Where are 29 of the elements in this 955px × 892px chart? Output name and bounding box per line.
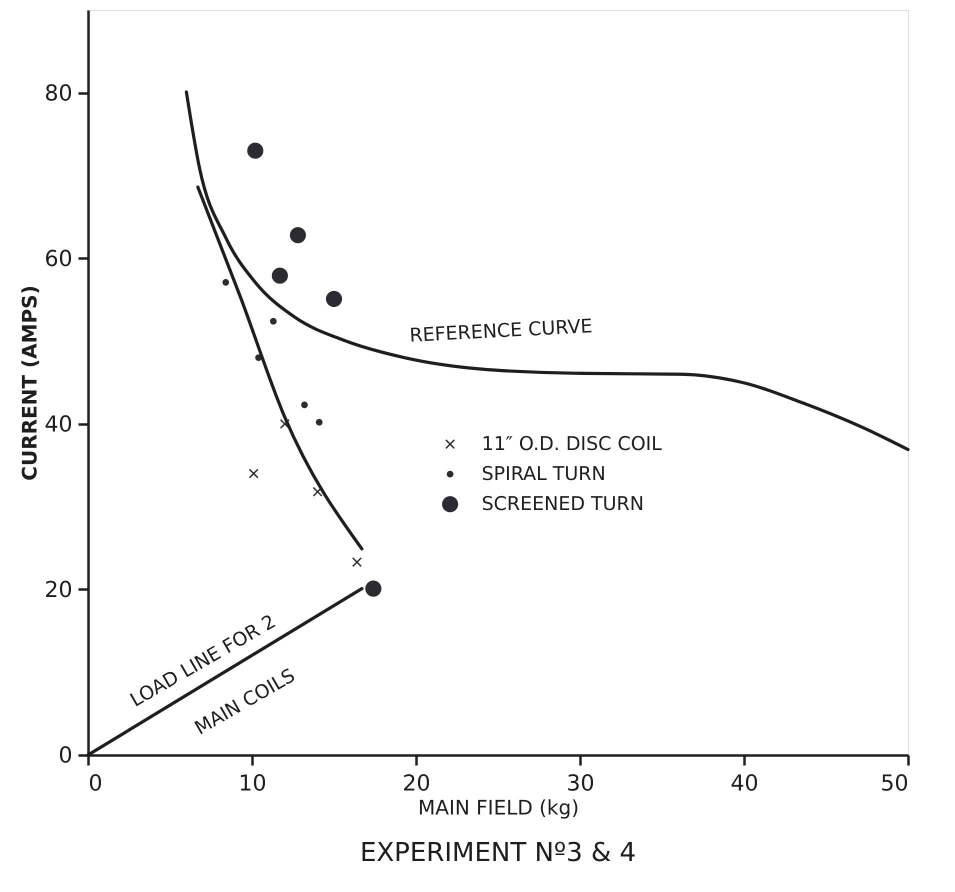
y-tick-label: 20 — [44, 578, 72, 603]
y-tick-label: 80 — [44, 81, 72, 106]
point — [270, 318, 277, 325]
point — [272, 268, 288, 284]
y-tick-label: 0 — [58, 744, 72, 768]
x-tick-label: 10 — [238, 772, 266, 796]
legend-label: SPIRAL TURN — [482, 463, 606, 486]
x-tick-label: 40 — [730, 772, 758, 796]
point — [248, 468, 258, 478]
x-tick-label: 30 — [566, 772, 594, 796]
text: EXPERIMENT Nº3 & 4 — [360, 838, 636, 868]
point — [316, 418, 323, 426]
point — [326, 290, 342, 307]
point — [365, 580, 382, 597]
y-axis-title: CURRENT (AMPS) — [18, 285, 42, 481]
point — [290, 227, 306, 244]
x-tick-label: 0 — [88, 772, 102, 796]
x-tick-label: 20 — [402, 772, 430, 796]
point — [247, 142, 264, 159]
legend-label: 11″ O.D. DISC COIL — [482, 433, 662, 456]
point — [222, 278, 230, 286]
y-tick-label: 40 — [44, 412, 72, 438]
y-tick-label: 60 — [44, 246, 72, 272]
x-tick-label: 50 — [880, 772, 908, 796]
x-axis-title: MAIN FIELD (kg) — [418, 796, 579, 820]
point — [301, 402, 308, 408]
legend-label: SCREENED TURN — [482, 493, 644, 516]
point — [352, 557, 362, 567]
annotation: REFERENCE CURVE — [408, 315, 594, 347]
